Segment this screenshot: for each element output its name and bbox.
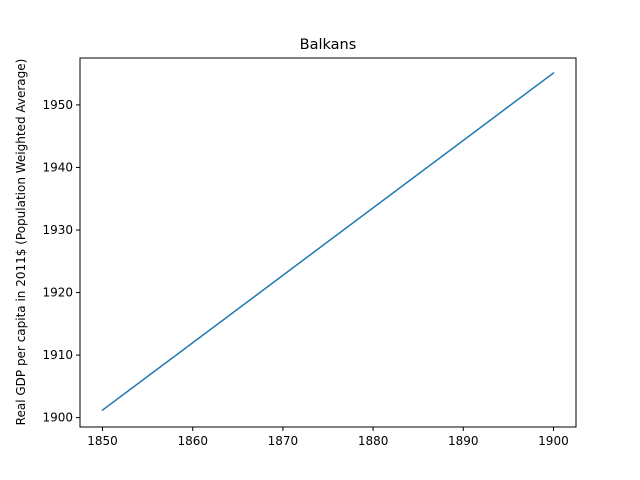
- y-tick-label: 1950: [42, 98, 73, 112]
- y-tick-label: 1910: [42, 348, 73, 362]
- series-line: [101, 71, 555, 412]
- chart-title: Balkans: [300, 37, 357, 53]
- y-tick-label: 1930: [42, 223, 73, 237]
- series-layer: [101, 71, 555, 412]
- x-tick-label: 1850: [87, 434, 118, 448]
- x-tick-label: 1880: [358, 434, 389, 448]
- x-axis-ticks: 1850 1860 1870 1880 1890 1900: [87, 427, 569, 448]
- plot-frame: [79, 57, 577, 428]
- x-tick-label: 1900: [538, 434, 569, 448]
- x-tick-label: 1860: [177, 434, 208, 448]
- y-tick-label: 1940: [42, 160, 73, 174]
- y-tick-label: 1920: [42, 286, 73, 300]
- y-axis-label: Real GDP per capita in 2011$ (Population…: [14, 59, 28, 426]
- x-tick-label: 1870: [268, 434, 299, 448]
- y-tick-label: 1900: [42, 411, 73, 425]
- y-axis-ticks: 1900 1910 1920 1930 1940 1950: [42, 98, 80, 425]
- x-tick-label: 1890: [448, 434, 479, 448]
